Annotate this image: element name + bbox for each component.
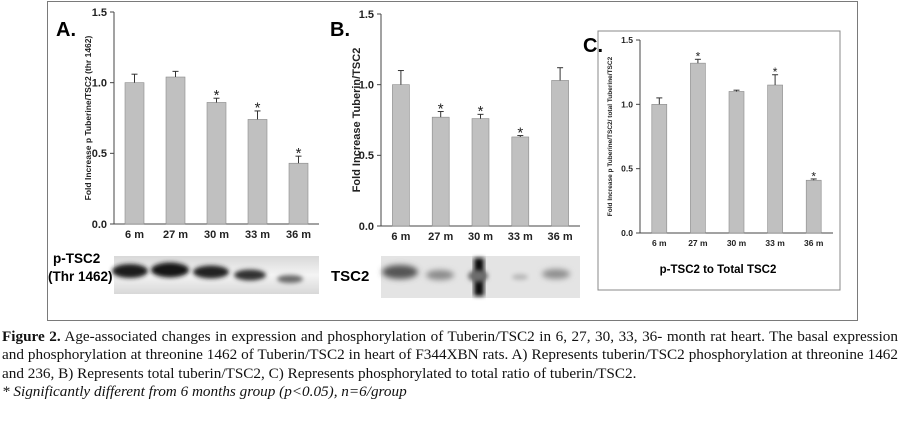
- western-blot-b: [381, 256, 580, 298]
- chart-b: 0.0 0.5 1.0 1.5 Fold Increase Tuberin/TSC2 6 …: [351, 9, 580, 243]
- blot-label-b: TSC2: [331, 268, 369, 285]
- bar: [247, 119, 268, 225]
- blot-band: [151, 262, 189, 278]
- significance-star: *: [296, 145, 302, 162]
- y-tick-label: 1.0: [621, 99, 633, 109]
- bar: [805, 179, 822, 234]
- y-tick-label: 0.5: [621, 164, 633, 174]
- category-label: 27 m: [428, 231, 453, 243]
- category-label: 27 m: [163, 229, 188, 241]
- y-tick-label: 1.5: [359, 9, 374, 21]
- bar: [206, 102, 227, 225]
- bar: [392, 84, 410, 227]
- bar: [728, 91, 745, 234]
- y-tick-label: 1.0: [359, 80, 374, 92]
- significance-star: *: [773, 65, 778, 79]
- caption-text: Age-associated changes in expression and…: [2, 328, 898, 382]
- y-axis-label: Fold Increase Tuberin/TSC2: [351, 48, 363, 193]
- bar: [511, 136, 530, 227]
- category-label: 6 m: [125, 229, 144, 241]
- blot-band: [234, 269, 266, 281]
- blot-band: [468, 270, 488, 282]
- category-label: 33 m: [245, 229, 270, 241]
- bar: [651, 104, 668, 234]
- significance-star: *: [696, 50, 701, 64]
- y-tick-label: 0.5: [359, 150, 374, 162]
- significance-star: *: [438, 100, 444, 117]
- panel-letter-a: A.: [56, 19, 76, 41]
- y-tick-label: 0.0: [92, 219, 107, 231]
- y-tick-label: 0.0: [359, 221, 374, 233]
- significance-star: *: [478, 103, 484, 120]
- caption-body: Figure 2. Age-associated changes in expr…: [2, 328, 898, 383]
- panel-letter-c: C.: [583, 35, 603, 57]
- chart-c: 0.0 0.5 1.0 1.5 Fold Increase p Tuberine/TSC…: [607, 35, 833, 248]
- category-label: 27 m: [688, 238, 708, 248]
- panel-c-frame: [597, 30, 841, 291]
- blot-band: [542, 269, 570, 279]
- y-tick-label: 1.5: [92, 7, 107, 19]
- y-axis-label: Fold Increase p Tuberine/TSC2 (thr 1462): [83, 35, 93, 200]
- category-label: 30 m: [727, 238, 747, 248]
- significance-star: *: [255, 100, 261, 117]
- caption-figure-label: Figure 2.: [2, 328, 61, 345]
- category-label: 36 m: [548, 231, 573, 243]
- blot-label-a-line1: p-TSC2: [53, 251, 100, 266]
- significance-star: *: [517, 124, 523, 141]
- category-label: 33 m: [765, 238, 785, 248]
- blot-band: [512, 274, 528, 280]
- figure-caption: Figure 2. Age-associated changes in expr…: [2, 328, 898, 402]
- bar: [551, 80, 569, 227]
- bar: [767, 84, 783, 234]
- category-label: 6 m: [391, 231, 410, 243]
- category-label: 30 m: [204, 229, 229, 241]
- bar: [431, 116, 450, 227]
- y-tick-label: 0.5: [92, 148, 107, 160]
- chart-a: 0.0 0.5 1.0 1.5 Fold Increase p Tuberine/TSC…: [83, 7, 319, 241]
- category-label: 30 m: [468, 231, 493, 243]
- bar: [165, 76, 186, 225]
- category-label: 36 m: [804, 238, 824, 248]
- western-blot-a: [112, 256, 319, 294]
- bar: [288, 162, 309, 225]
- y-tick-label: 0.0: [621, 228, 633, 238]
- caption-significance-note: * Significantly different from 6 months …: [2, 383, 407, 401]
- category-label: 33 m: [508, 231, 533, 243]
- panel-letter-b: B.: [330, 19, 350, 41]
- significance-star: *: [214, 87, 220, 104]
- blot-band: [426, 270, 454, 280]
- significance-star: *: [811, 169, 816, 183]
- bar: [471, 118, 490, 227]
- blot-band: [382, 265, 418, 279]
- bar: [124, 82, 145, 225]
- y-axis-label: Fold Increase p Tuberine/TSC2/ total Tub…: [607, 56, 614, 216]
- blot-band: [193, 265, 229, 279]
- blot-band: [112, 264, 148, 278]
- blot-label-a-line2: (Thr 1462): [48, 269, 113, 284]
- category-label: 6 m: [652, 238, 667, 248]
- blot-band: [277, 275, 303, 283]
- panel-c-bottom-title: p-TSC2 to Total TSC2: [660, 264, 777, 276]
- category-label: 36 m: [286, 229, 311, 241]
- bar: [690, 62, 706, 234]
- y-tick-label: 1.0: [92, 78, 107, 90]
- y-tick-label: 1.5: [621, 35, 633, 45]
